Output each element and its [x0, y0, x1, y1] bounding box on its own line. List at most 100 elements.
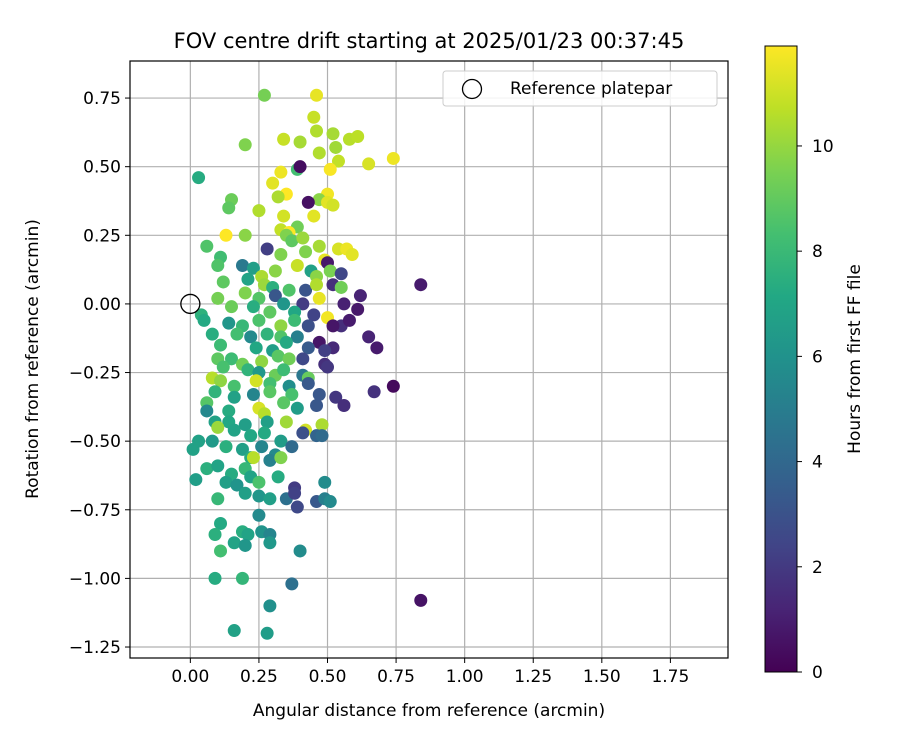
scatter-point: [271, 349, 285, 363]
scatter-point: [214, 544, 228, 558]
legend-marker-reference: [461, 78, 483, 100]
scatter-point: [307, 308, 321, 322]
scatter-point: [271, 470, 285, 484]
scatter-point: [296, 352, 310, 366]
scatter-point: [211, 258, 225, 272]
scatter-point: [263, 536, 277, 550]
scatter-point: [268, 289, 282, 303]
scatter-point: [312, 239, 326, 253]
scatter-point: [296, 297, 310, 311]
scatter-point: [214, 517, 228, 531]
scatter-point: [290, 258, 304, 272]
y-tick-label: −1.00: [69, 569, 121, 589]
scatter-point: [301, 377, 315, 391]
scatter-point: [329, 140, 343, 154]
y-tick-label: 0.75: [83, 89, 121, 109]
scatter-point: [296, 426, 310, 440]
scatter-point: [224, 352, 238, 366]
scatter-point: [288, 486, 302, 500]
scatter-point: [279, 415, 293, 429]
scatter-point: [208, 527, 222, 541]
scatter-point: [293, 160, 307, 174]
y-axis-ticks: 0.75 0.50 0.25 0.00 −0.25 −0.50 −0.75 −1.00 −1.2…: [69, 89, 130, 658]
scatter-point: [282, 352, 296, 366]
y-tick-label: 0.00: [83, 295, 121, 315]
scatter-point: [285, 234, 299, 248]
scatter-point: [222, 404, 236, 418]
scatter-point: [290, 401, 304, 415]
scatter-point: [288, 313, 302, 327]
scatter-point: [222, 316, 236, 330]
scatter-point: [266, 176, 280, 190]
scatter-point: [211, 459, 225, 473]
scatter-point: [235, 442, 249, 456]
scatter-point: [227, 423, 241, 437]
colorbar-tick-label: 10: [812, 137, 834, 157]
scatter-point: [246, 387, 260, 401]
scatter-point: [246, 261, 260, 275]
scatter-point: [227, 624, 241, 638]
scatter-point: [274, 248, 288, 262]
scatter-point: [277, 209, 291, 223]
scatter-point: [290, 330, 304, 344]
x-axis-ticks: 0.00 0.25 0.50 0.75 1.00 1.25 1.50 1.75: [171, 658, 689, 687]
scatter-point: [205, 434, 219, 448]
legend-label-reference: Reference platepar: [510, 79, 672, 99]
scatter-point: [279, 335, 293, 349]
scatter-point: [282, 283, 296, 297]
scatter-point: [211, 291, 225, 305]
scatter-point: [274, 434, 288, 448]
scatter-point: [315, 429, 329, 443]
y-tick-label: −1.25: [69, 638, 121, 658]
scatter-point: [263, 453, 277, 467]
scatter-point: [241, 527, 255, 541]
scatter-point: [321, 360, 335, 374]
scatter-point: [238, 138, 252, 152]
scatter-point: [224, 300, 238, 314]
scatter-point: [268, 264, 282, 278]
scatter-point: [263, 599, 277, 613]
colorbar: [764, 45, 798, 673]
scatter-point: [192, 434, 206, 448]
scatter-point: [290, 500, 304, 514]
colorbar-tick-label: 4: [812, 453, 823, 473]
scatter-point: [200, 239, 214, 253]
scatter-point: [252, 204, 266, 218]
scatter-point: [235, 258, 249, 272]
scatter-point: [208, 385, 222, 399]
scatter-point: [337, 297, 351, 311]
scatter-point: [326, 319, 340, 333]
scatter-point: [263, 492, 277, 506]
colorbar-tick-label: 8: [812, 242, 823, 262]
scatter-point: [318, 475, 332, 489]
scatter-point: [263, 385, 277, 399]
scatter-point: [274, 165, 288, 179]
scatter-point: [260, 242, 274, 256]
y-axis-label: Rotation from reference (arcmin): [23, 219, 43, 499]
scatter-point: [285, 577, 299, 591]
scatter-point: [219, 440, 233, 454]
scatter-point: [189, 473, 203, 487]
colorbar-label: Hours from first FF file: [845, 264, 865, 454]
colorbar-tick-label: 2: [812, 558, 823, 578]
scatter-point: [318, 344, 332, 358]
scatter-point: [299, 245, 313, 259]
scatter-point: [277, 297, 291, 311]
scatter-point: [208, 571, 222, 585]
scatter-point: [252, 489, 266, 503]
x-axis-label: Angular distance from reference (arcmin): [253, 701, 605, 721]
scatter-point: [274, 451, 288, 465]
legend: Reference platepar: [442, 70, 718, 107]
scatter-point: [367, 385, 381, 399]
colorbar-ticks: 0 2 4 6 8 10: [797, 137, 834, 683]
scatter-point: [310, 88, 324, 102]
scatter-point: [312, 291, 326, 305]
scatter-point: [241, 363, 255, 377]
scatter-point: [260, 415, 274, 429]
scatter-point: [296, 231, 310, 245]
scatter-point: [252, 508, 266, 522]
legend-box: [442, 70, 718, 107]
scatter-point: [323, 264, 337, 278]
scatter-point: [197, 313, 211, 327]
scatter-point: [227, 536, 241, 550]
